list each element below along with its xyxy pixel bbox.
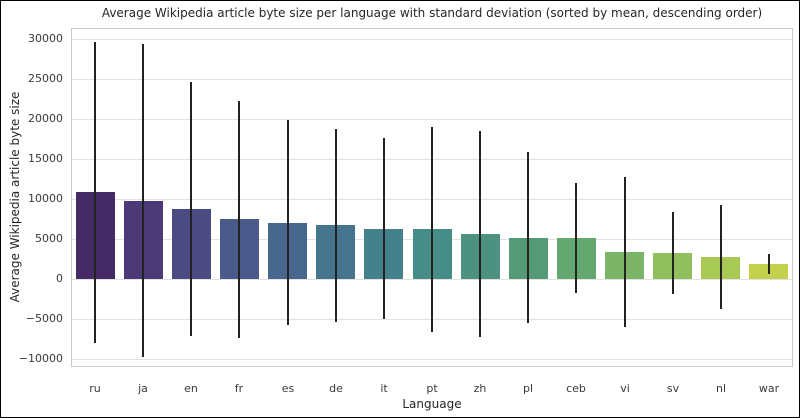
error-bar-de	[335, 129, 337, 322]
y-tick-label--10000: −10000	[18, 352, 63, 365]
x-tick-label-vi: vi	[620, 382, 630, 395]
y-tick-label-15000: 15000	[28, 152, 63, 165]
x-tick-label-pl: pl	[522, 382, 534, 395]
error-bar-en	[190, 82, 192, 336]
error-bar-sv	[672, 212, 674, 294]
x-tick-label-it: it	[380, 382, 388, 395]
error-bar-nl	[720, 205, 722, 309]
x-tick-label-ja: ja	[138, 382, 148, 395]
gridline-30000	[72, 39, 792, 40]
gridline-25000	[72, 79, 792, 80]
error-bar-it	[383, 138, 385, 319]
error-bar-war	[768, 254, 770, 274]
error-bar-fr	[238, 101, 240, 338]
error-bar-ceb	[575, 183, 577, 293]
x-tick-label-fr: fr	[234, 382, 244, 395]
x-tick-label-en: en	[184, 382, 198, 395]
x-tick-label-sv: sv	[666, 382, 680, 395]
x-tick-label-pt: pt	[426, 382, 438, 395]
error-bar-ru	[94, 42, 96, 343]
chart-title: Average Wikipedia article byte size per …	[101, 6, 763, 20]
error-bar-pt	[431, 127, 433, 332]
error-bar-zh	[479, 131, 481, 337]
y-tick-label-10000: 10000	[28, 192, 63, 205]
x-axis-label: Language	[402, 397, 462, 411]
y-tick-label-20000: 20000	[28, 112, 63, 125]
x-tick-label-de: de	[329, 382, 343, 395]
x-tick-label-war: war	[758, 382, 780, 395]
x-tick-label-nl: nl	[715, 382, 727, 395]
gridline-20000	[72, 119, 792, 120]
x-tick-label-es: es	[281, 382, 295, 395]
y-tick-label-25000: 25000	[28, 72, 63, 85]
y-tick-label-0: 0	[56, 272, 63, 285]
error-bar-vi	[624, 177, 626, 327]
gridline--10000	[72, 359, 792, 360]
y-tick-label--5000: −5000	[25, 312, 63, 325]
y-tick-label-30000: 30000	[28, 32, 63, 45]
error-bar-pl	[527, 152, 529, 323]
error-bar-ja	[142, 44, 144, 357]
error-bar-es	[287, 120, 289, 325]
x-tick-label-ceb: ceb	[566, 382, 586, 395]
y-tick-label-5000: 5000	[35, 232, 63, 245]
x-tick-label-zh: zh	[473, 382, 487, 395]
x-tick-label-ru: ru	[89, 382, 101, 395]
